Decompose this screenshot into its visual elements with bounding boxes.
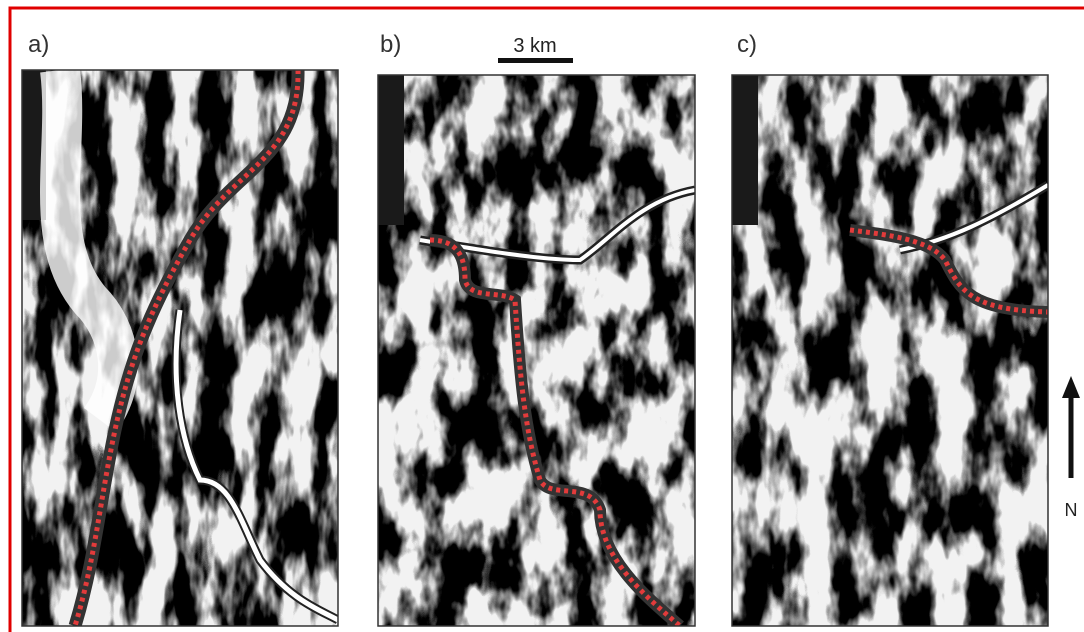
north-label: N [1065,500,1078,520]
north-arrow-head [1062,376,1080,398]
panel-label: a) [28,31,49,58]
panel-label: b) [380,31,401,58]
panel-b [378,75,695,626]
figure: a) b) c) 3 km N [0,0,1084,632]
scale-bar [498,58,573,63]
scale-label: 3 km [513,35,556,57]
panel-label: c) [737,31,757,58]
panel-a [22,70,338,626]
panel-c [732,75,1048,626]
